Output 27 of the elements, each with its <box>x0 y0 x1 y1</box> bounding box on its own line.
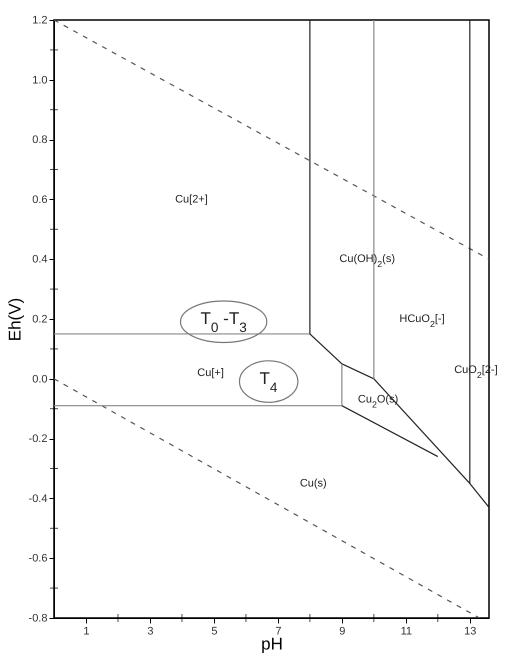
x-axis-title: pH <box>261 634 283 654</box>
annotation: Cu[+] <box>197 366 224 379</box>
x-tick-label: 9 <box>339 626 346 638</box>
x-tick-label: 1 <box>83 626 90 638</box>
y-tick-label: 0.2 <box>32 314 48 326</box>
annotation: Cu[2+] <box>175 193 208 206</box>
y-tick-label: -0.4 <box>28 492 48 505</box>
y-tick-label: -0.8 <box>28 612 48 624</box>
y-tick-label: 0.4 <box>32 254 48 266</box>
y-tick-label: 0.6 <box>32 194 48 206</box>
annotation: Cu(OH)$_{2}$(s) <box>339 253 396 270</box>
y-axis-title: Eh(V) <box>6 298 25 342</box>
y-tick-label: -0.2 <box>28 433 48 446</box>
x-tick-label: 11 <box>400 626 412 638</box>
x-tick-label: 5 <box>211 626 218 638</box>
annotation: HCuO$_{2}$[-] <box>399 313 445 329</box>
x-tick-label: 7 <box>275 626 282 638</box>
annotation: Cu(s) <box>300 477 327 490</box>
annotation: T$_{4}$ <box>259 368 278 394</box>
x-tick-label: 3 <box>147 626 154 638</box>
y-tick-label: 0.0 <box>32 373 48 386</box>
y-tick-label: 1.2 <box>32 14 48 26</box>
y-tick-label: 0.8 <box>32 134 48 146</box>
y-tick-label: 1.0 <box>32 74 48 86</box>
y-tick-label: -0.6 <box>28 552 48 565</box>
annotation: T$_{0}$ -T$_{3}$ <box>200 309 247 334</box>
x-tick-label: 13 <box>464 626 476 638</box>
